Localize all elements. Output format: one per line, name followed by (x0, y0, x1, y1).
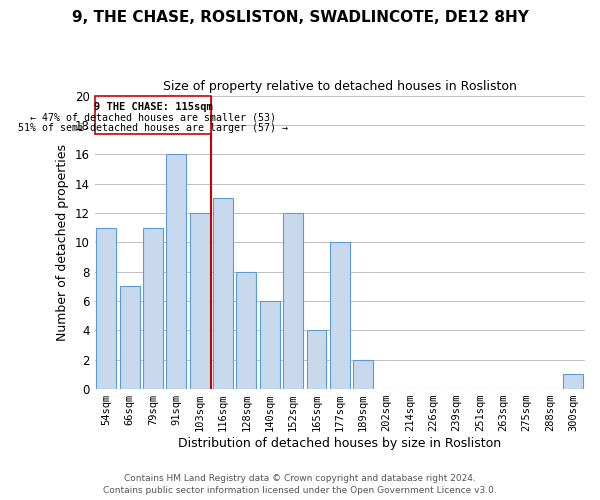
Text: Contains HM Land Registry data © Crown copyright and database right 2024.
Contai: Contains HM Land Registry data © Crown c… (103, 474, 497, 495)
Y-axis label: Number of detached properties: Number of detached properties (56, 144, 69, 341)
Bar (330, 242, 350, 389)
Bar (283, 213, 303, 389)
Bar (260, 301, 280, 389)
Bar (236, 272, 256, 389)
Bar (166, 154, 186, 389)
Title: Size of property relative to detached houses in Rosliston: Size of property relative to detached ho… (163, 80, 517, 93)
Bar (307, 330, 326, 389)
Text: 9, THE CHASE, ROSLISTON, SWADLINCOTE, DE12 8HY: 9, THE CHASE, ROSLISTON, SWADLINCOTE, DE… (71, 10, 529, 25)
Bar (563, 374, 583, 389)
Bar (97, 228, 116, 389)
Bar (143, 228, 163, 389)
Text: 51% of semi-detached houses are larger (57) →: 51% of semi-detached houses are larger (… (18, 122, 288, 132)
Bar (120, 286, 140, 389)
Text: 9 THE CHASE: 115sqm: 9 THE CHASE: 115sqm (94, 102, 212, 112)
Bar (213, 198, 233, 389)
Text: ← 47% of detached houses are smaller (53): ← 47% of detached houses are smaller (53… (30, 112, 276, 122)
X-axis label: Distribution of detached houses by size in Rosliston: Distribution of detached houses by size … (178, 437, 502, 450)
Bar (95, 96, 211, 134)
Bar (190, 213, 209, 389)
Bar (353, 360, 373, 389)
